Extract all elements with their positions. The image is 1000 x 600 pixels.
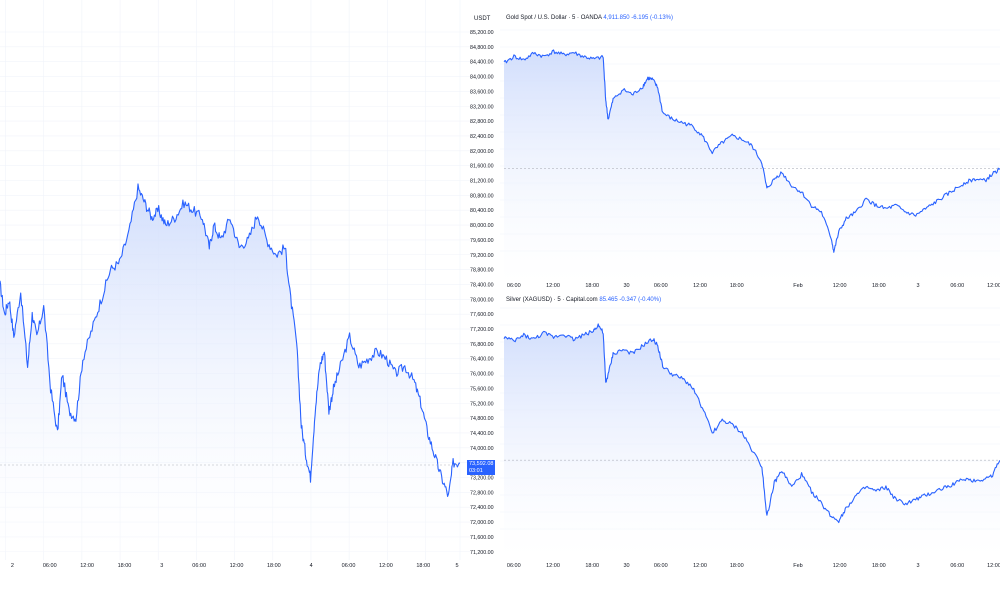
gold-area-fill <box>504 50 1000 285</box>
btc-y-tick-label: 76,400.00 <box>470 357 494 363</box>
silver-value: 85.465 <box>599 297 618 303</box>
btc-x-tick-label: 4 <box>310 563 313 569</box>
silver-price-line <box>503 323 1000 524</box>
btc-chart[interactable]: 2 06:00 12:00 18:00 3 06:00 12:00 18:00 4 06:00 12… <box>0 0 470 580</box>
silver-x-tick-label: 3 <box>917 563 920 569</box>
silver-x-tick-label: 18:00 <box>730 563 744 569</box>
silver-legend: Silver (XAGUSD) · 5 · Capital.com 85.465… <box>506 297 661 303</box>
btc-x-tick-label: 12:00 <box>80 563 94 569</box>
btc-last-price-tag: 73,592.08 03:01 <box>467 460 496 475</box>
silver-chart[interactable]: 06:00 12:00 18:00 30 06:00 12:00 18:00 Feb 12:00… <box>500 294 1000 570</box>
silver-x-tick-label: 12:00 <box>987 563 1000 569</box>
btc-y-tick-label: 80,000.00 <box>470 223 494 229</box>
btc-x-tick-label: 5 <box>455 563 458 569</box>
btc-y-tick-label: 71,600.00 <box>470 535 494 541</box>
btc-y-tick-label: 82,400.00 <box>470 134 494 140</box>
btc-y-tick-label: 73,200.00 <box>470 476 494 482</box>
btc-y-tick-label: 80,800.00 <box>470 193 494 199</box>
gold-x-tick-label: 12:00 <box>546 283 560 289</box>
btc-x-tick-label: 18:00 <box>267 563 281 569</box>
silver-symbol: Silver (XAGUSD) · 5 · Capital.com <box>506 297 598 303</box>
btc-x-tick-label: 06:00 <box>342 563 356 569</box>
silver-x-tick-label: 12:00 <box>546 563 560 569</box>
gold-chart[interactable]: 06:00 12:00 18:00 30 06:00 12:00 18:00 Feb 12:00… <box>500 10 1000 292</box>
btc-y-tick-label: 79,200.00 <box>470 253 494 259</box>
btc-y-tick-label: 80,400.00 <box>470 208 494 214</box>
gold-legend: Gold Spot / U.S. Dollar · 5 · OANDA 4,91… <box>506 15 673 21</box>
btc-y-tick-label: 78,400.00 <box>470 282 494 288</box>
btc-area-fill <box>0 183 460 552</box>
gold-x-tick-label: 06:00 <box>507 283 521 289</box>
silver-x-tick-label: 06:00 <box>950 563 964 569</box>
silver-x-tick-label: 18:00 <box>585 563 599 569</box>
btc-y-tick-label: 76,800.00 <box>470 342 494 348</box>
btc-y-tick-label: 77,200.00 <box>470 327 494 333</box>
btc-y-tick-label: 74,800.00 <box>470 416 494 422</box>
btc-y-tick-label: 84,400.00 <box>470 60 494 66</box>
btc-y-tick-label: 83,600.00 <box>470 89 494 95</box>
btc-y-tick-label: 75,600.00 <box>470 386 494 392</box>
btc-y-tick-label: 84,800.00 <box>470 45 494 51</box>
silver-x-tick-label: 06:00 <box>507 563 521 569</box>
btc-y-tick-label: 83,200.00 <box>470 104 494 110</box>
gold-x-tick-label: 12:00 <box>693 283 707 289</box>
btc-y-tick-label: 72,800.00 <box>470 490 494 496</box>
btc-y-tick-label: 81,600.00 <box>470 164 494 170</box>
btc-x-tick-label: 12:00 <box>379 563 393 569</box>
gold-x-tick-label: 3 <box>917 283 920 289</box>
silver-x-tick-label: Feb <box>793 563 802 569</box>
silver-area-fill <box>504 323 1000 558</box>
btc-x-tick-label: 18:00 <box>416 563 430 569</box>
gold-x-tick-label: 06:00 <box>654 283 668 289</box>
btc-y-tick-label: 81,200.00 <box>470 179 494 185</box>
btc-y-tick-label: 84,000.00 <box>470 75 494 81</box>
gold-x-tick-label: Feb <box>793 283 802 289</box>
btc-x-tick-label: 18:00 <box>118 563 132 569</box>
btc-y-tick-label: 76,000.00 <box>470 372 494 378</box>
silver-x-tick-label: 18:00 <box>872 563 886 569</box>
btc-x-tick-label: 2 <box>11 563 14 569</box>
silver-x-tick-label: 30 <box>623 563 629 569</box>
silver-x-tick-label: 12:00 <box>833 563 847 569</box>
btc-y-tick-label: 78,000.00 <box>470 297 494 303</box>
silver-x-tick-label: 12:00 <box>693 563 707 569</box>
gold-x-tick-label: 18:00 <box>730 283 744 289</box>
btc-x-tick-label: 06:00 <box>43 563 57 569</box>
btc-y-tick-label: 74,400.00 <box>470 431 494 437</box>
gold-x-tick-label: 18:00 <box>872 283 886 289</box>
btc-y-tick-label: 77,600.00 <box>470 312 494 318</box>
gold-value: 4,911.850 <box>603 15 630 21</box>
btc-price-line <box>0 183 461 497</box>
gold-x-tick-label: 06:00 <box>950 283 964 289</box>
btc-x-tick-label: 3 <box>160 563 163 569</box>
silver-x-tick-label: 06:00 <box>654 563 668 569</box>
btc-countdown: 03:01 <box>469 467 483 474</box>
gold-x-tick-label: 12:00 <box>833 283 847 289</box>
btc-y-tick-label: 72,000.00 <box>470 520 494 526</box>
btc-y-tick-label: 85,200.00 <box>470 30 494 36</box>
btc-price-unit: USDT <box>474 16 491 22</box>
gold-price-line <box>503 49 1000 253</box>
gold-x-tick-label: 18:00 <box>585 283 599 289</box>
gold-x-tick-label: 30 <box>623 283 629 289</box>
btc-y-tick-label: 71,200.00 <box>470 550 494 556</box>
btc-price-axis[interactable]: 85,200.00 84,800.00 84,400.00 84,000.00 83,6… <box>470 0 500 580</box>
btc-y-tick-label: 78,800.00 <box>470 268 494 274</box>
btc-x-tick-label: 06:00 <box>192 563 206 569</box>
btc-y-tick-label: 82,000.00 <box>470 149 494 155</box>
gold-change: -6.195 (-0.13%) <box>631 15 673 21</box>
gold-symbol: Gold Spot / U.S. Dollar · 5 · OANDA <box>506 15 602 21</box>
btc-y-tick-label: 82,800.00 <box>470 119 494 125</box>
btc-x-tick-label: 12:00 <box>230 563 244 569</box>
btc-y-tick-label: 72,400.00 <box>470 505 494 511</box>
btc-last-price: 73,592.08 <box>469 461 494 467</box>
gold-x-tick-label: 12:00 <box>987 283 1000 289</box>
btc-y-tick-label: 75,200.00 <box>470 401 494 407</box>
silver-change: -0.347 (-0.40%) <box>619 297 662 303</box>
btc-y-tick-label: 79,600.00 <box>470 238 494 244</box>
btc-y-tick-label: 74,000.00 <box>470 446 494 452</box>
